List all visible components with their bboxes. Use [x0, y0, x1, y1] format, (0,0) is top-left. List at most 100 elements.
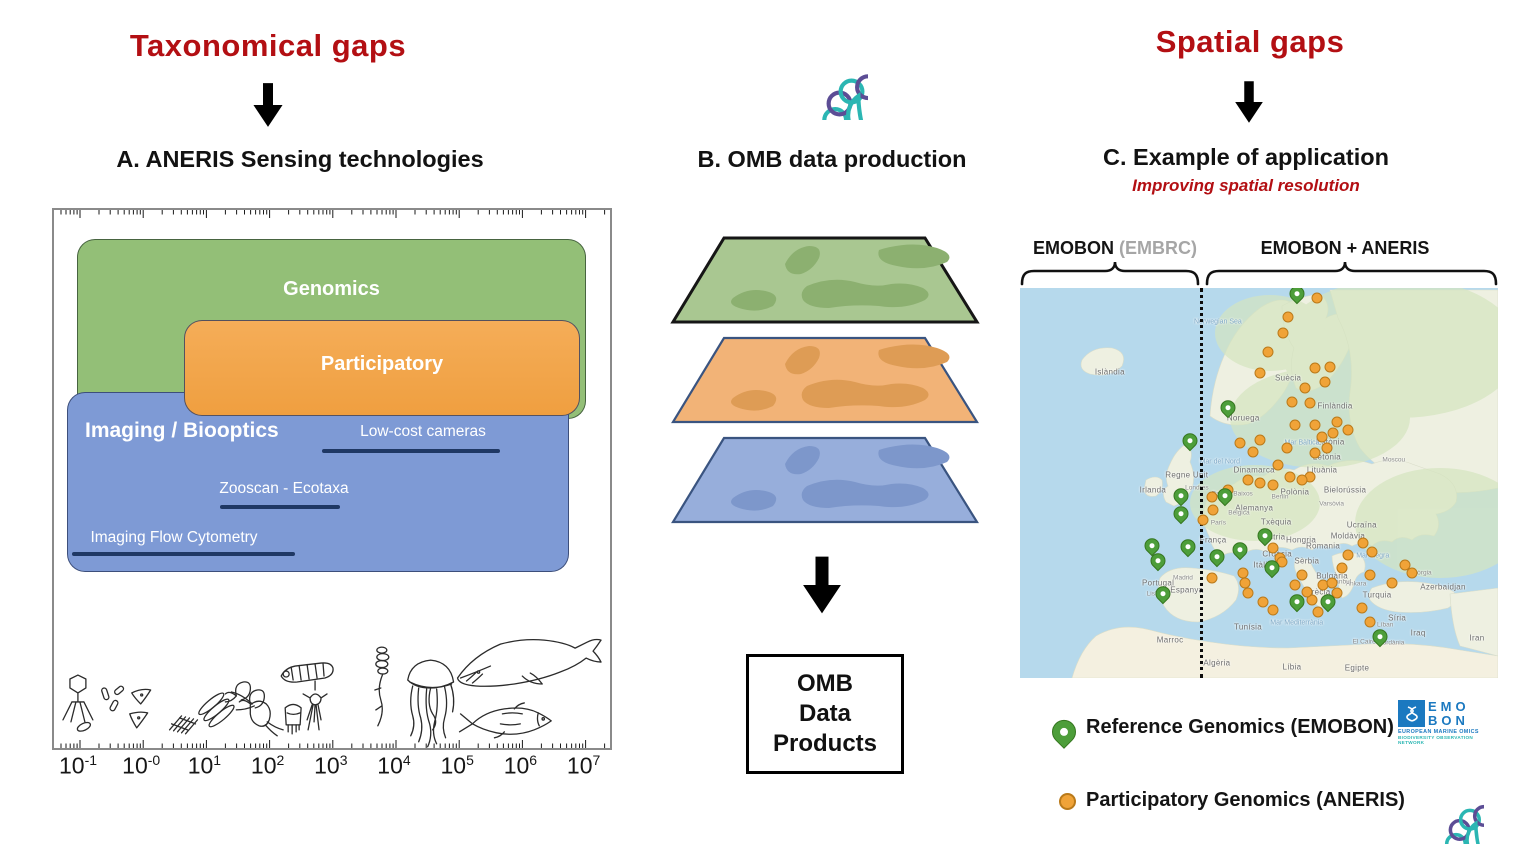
- genomics-layer: [673, 238, 977, 322]
- pin-glyph: [1255, 525, 1276, 546]
- participatory-dot: [1297, 570, 1308, 581]
- panel-c-subtitle: Improving spatial resolution: [1132, 176, 1360, 196]
- legend-pin-icon: [1052, 720, 1076, 744]
- legend-dot-icon: [1059, 793, 1076, 810]
- omb-data-products-box: OMB Data Products: [746, 654, 904, 774]
- omb-line: OMB: [797, 669, 853, 699]
- participatory-dot: [1247, 447, 1258, 458]
- axis-label: 107: [567, 752, 600, 780]
- reference-pin: [1155, 586, 1170, 601]
- emobon-logo: EMO BON EUROPEAN MARINE OMICS BIODIVERSI…: [1398, 700, 1494, 745]
- participatory-dot: [1299, 382, 1310, 393]
- participatory-dot: [1289, 419, 1300, 430]
- pin-glyph: [1229, 539, 1250, 560]
- participatory-dot: [1207, 573, 1218, 584]
- method-range-bar: [72, 552, 295, 556]
- pin-glyph: [1206, 546, 1227, 567]
- participatory-dot: [1243, 587, 1254, 598]
- participatory-dot: [1337, 563, 1348, 574]
- participatory-dot: [1208, 504, 1219, 515]
- axis-label: 103: [314, 752, 347, 780]
- participatory-dot: [1198, 515, 1209, 526]
- map-markers: [1020, 288, 1498, 678]
- size-spectrum-chart: Genomics Imaging / Biooptics Participato…: [52, 208, 612, 750]
- omb-line: Data: [799, 699, 851, 729]
- reference-pin: [1174, 506, 1189, 521]
- participatory-dot: [1263, 346, 1274, 357]
- spatial-gaps-title: Spatial gaps: [1156, 24, 1345, 60]
- axis-label: 102: [251, 752, 284, 780]
- pin-glyph: [1217, 397, 1238, 418]
- participatory-dot: [1289, 580, 1300, 591]
- brace-icons: [1020, 258, 1498, 288]
- reference-pin: [1174, 488, 1189, 503]
- participatory-dot: [1311, 293, 1322, 304]
- participatory-dot: [1309, 419, 1320, 430]
- emobon-caption-2: BIODIVERSITY OBSERVATION NETWORK: [1398, 735, 1494, 745]
- omb-line: Products: [773, 729, 877, 759]
- participatory-dot: [1267, 479, 1278, 490]
- reference-pin: [1264, 560, 1279, 575]
- emobon-logo-bon: BON: [1428, 714, 1470, 728]
- participatory-dot: [1406, 568, 1417, 579]
- method-label: Zooscan - Ecotaxa: [219, 480, 348, 498]
- panel-c-title: C. Example of application: [1103, 144, 1389, 171]
- participatory-layer: [673, 338, 977, 422]
- pin-glyph: [1180, 430, 1201, 451]
- panel-b-title: B. OMB data production: [698, 146, 967, 173]
- participatory-dot: [1243, 474, 1254, 485]
- participatory-dot: [1364, 616, 1375, 627]
- participatory-dot: [1273, 460, 1284, 471]
- pin-glyph: [1177, 536, 1198, 557]
- participatory-dot: [1319, 376, 1330, 387]
- participatory-dot: [1342, 424, 1353, 435]
- reference-pin: [1209, 549, 1224, 564]
- participatory-dot: [1254, 368, 1265, 379]
- pin-glyph: [1286, 591, 1307, 612]
- reference-pin: [1289, 288, 1304, 301]
- axis-label: 106: [504, 752, 537, 780]
- pin-glyph: [1261, 557, 1282, 578]
- participatory-dot: [1267, 605, 1278, 616]
- emobon-embrc-label: EMOBON (EMBRC): [1033, 238, 1197, 259]
- participatory-dot: [1254, 435, 1265, 446]
- pin-glyph: [1152, 583, 1173, 604]
- participatory-dot: [1364, 570, 1375, 581]
- pin-glyph: [1170, 485, 1191, 506]
- participatory-dot: [1277, 327, 1288, 338]
- pin-glyph: [1317, 591, 1338, 612]
- participatory-dot: [1356, 603, 1367, 614]
- participatory-dot: [1297, 474, 1308, 485]
- emobon-label: EMOBON: [1033, 238, 1114, 258]
- reference-pin: [1183, 433, 1198, 448]
- legend-participatory-genomics: Participatory Genomics (ANERIS): [1086, 789, 1405, 812]
- axis-label: 104: [377, 752, 410, 780]
- participatory-dot: [1321, 442, 1332, 453]
- participatory-dot: [1285, 472, 1296, 483]
- imaging-methods: Low-cost camerasZooscan - EcotaxaImaging…: [54, 210, 610, 748]
- reference-pin: [1289, 594, 1304, 609]
- reference-pin: [1218, 488, 1233, 503]
- reference-pin: [1372, 629, 1387, 644]
- down-arrow-icon: [248, 78, 288, 132]
- emobon-aneris-label: EMOBON + ANERIS: [1261, 238, 1430, 259]
- method-label: Imaging Flow Cytometry: [90, 529, 257, 547]
- down-arrow-icon: [796, 544, 848, 626]
- participatory-dot: [1386, 577, 1397, 588]
- figure: Taxonomical gaps A. ANERIS Sensing techn…: [0, 0, 1536, 864]
- axis-label: 105: [440, 752, 473, 780]
- participatory-dot: [1331, 417, 1342, 428]
- pin-glyph: [1148, 550, 1169, 571]
- pin-glyph: [1214, 485, 1235, 506]
- emobon-dna-icon: [1398, 700, 1425, 727]
- axis-label: 10-1: [59, 752, 97, 780]
- pin-glyph: [1369, 626, 1390, 647]
- x-axis-labels: 10-110-0101102103104105106107: [52, 752, 608, 792]
- europe-map: IslàndiaNoruegaSuèciaFinlàndiaEstòniaLet…: [1020, 288, 1498, 678]
- participatory-dot: [1366, 547, 1377, 558]
- aneris-logo-icon: [772, 24, 868, 120]
- emobon-logo-emo: EMO: [1428, 700, 1470, 714]
- participatory-dot: [1257, 596, 1268, 607]
- participatory-dot: [1325, 362, 1336, 373]
- participatory-dot: [1254, 478, 1265, 489]
